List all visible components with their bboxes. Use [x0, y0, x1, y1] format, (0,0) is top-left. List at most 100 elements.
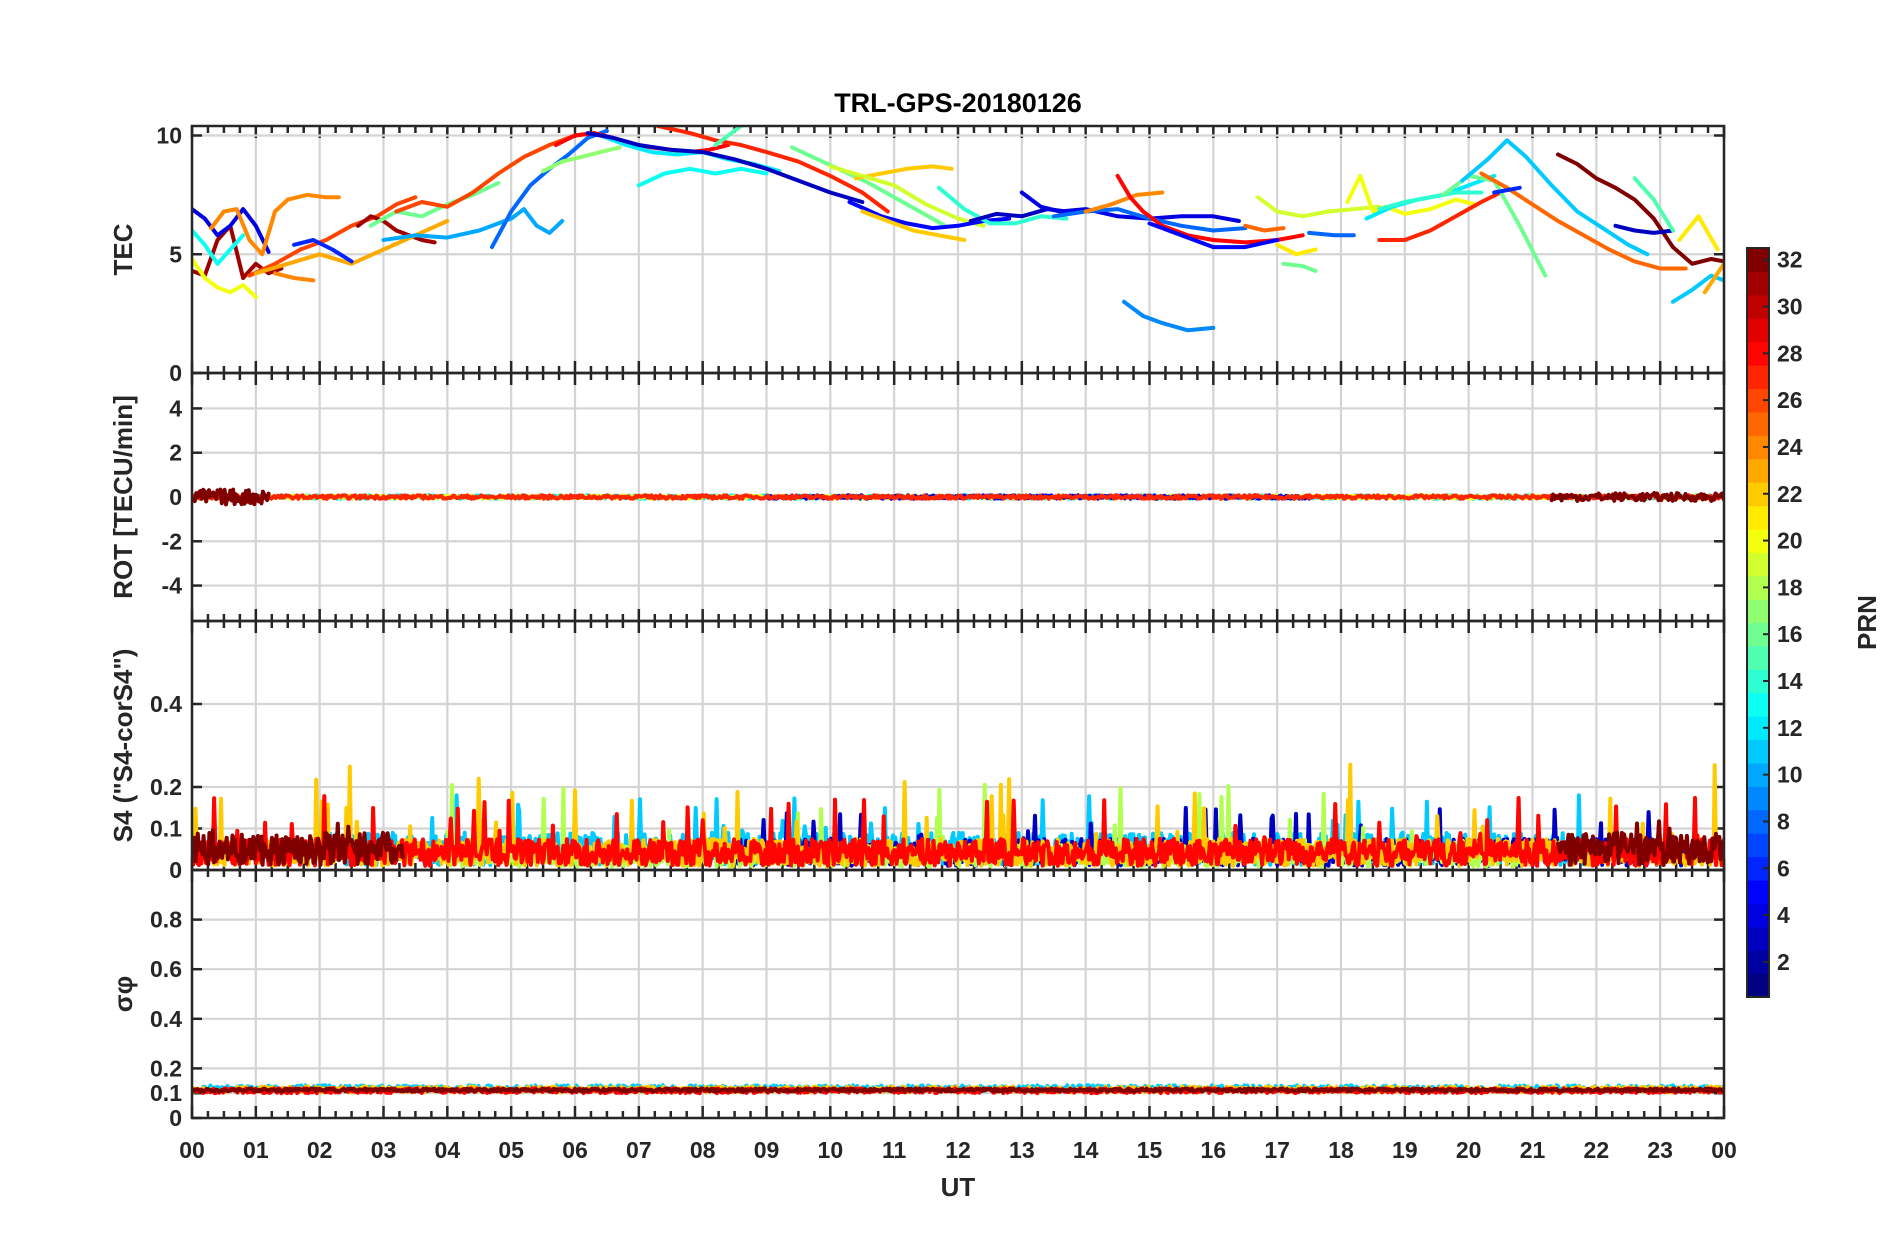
colorbar-swatch: [1747, 973, 1769, 998]
x-tick-label: 16: [1201, 1137, 1227, 1163]
y-tick-label: 0.2: [150, 774, 182, 800]
colorbar-tick-label: 30: [1777, 294, 1803, 320]
tec-series-prn-5: [1147, 221, 1280, 250]
tec-series-prn-13: [636, 166, 769, 188]
y-tick-label: 5: [169, 241, 182, 267]
chart-title: TRL-GPS-20180126: [834, 88, 1082, 118]
y-tick-label: 0: [169, 484, 182, 510]
tec-series-prn-19: [828, 164, 986, 228]
y-tick-label: 0: [169, 1105, 182, 1131]
y-tick-label: 0: [169, 857, 182, 883]
tec-series-prn-22: [860, 209, 967, 242]
colorbar-tick-label: 24: [1777, 434, 1803, 460]
tec-series-prn-14: [936, 185, 1069, 226]
tec-series-prn-17: [541, 145, 622, 174]
colorbar-label: PRN: [1852, 595, 1882, 650]
x-tick-label: 06: [562, 1137, 588, 1163]
tec-series-prn-20: [1345, 173, 1477, 216]
y-tick-label: 0.4: [150, 691, 182, 717]
panel-s4: 0 0.1 0.2 0.4 S4 ("S4-corS4"): [108, 619, 1726, 883]
colorbar-swatch: [1747, 411, 1769, 436]
tec-series-prn-27: [1377, 190, 1503, 242]
colorbar-swatch: [1747, 294, 1769, 319]
colorbar-tick-label: 2: [1777, 949, 1790, 975]
x-tick-label: 15: [1137, 1137, 1163, 1163]
x-tick-label: 11: [882, 1137, 907, 1163]
colorbar-swatch: [1747, 645, 1769, 670]
colorbar-swatch: [1747, 575, 1769, 600]
x-tick-label: 08: [690, 1137, 716, 1163]
x-tick-label: 02: [307, 1137, 333, 1163]
colorbar-tick-label: 32: [1777, 247, 1803, 273]
colorbar-swatch: [1747, 669, 1769, 694]
y-tick-label: 0.4: [150, 1006, 182, 1032]
colorbar-swatch: [1747, 271, 1769, 296]
colorbar-swatch: [1747, 926, 1769, 951]
tec-series-prn-24: [209, 192, 341, 257]
colorbar-tick-label: 10: [1777, 762, 1803, 788]
rot-series-group: [192, 487, 1724, 507]
y-tick-label: 0.6: [150, 956, 182, 982]
tec-series-prn-9: [1122, 299, 1216, 333]
x-tick-label: 22: [1584, 1137, 1610, 1163]
tec-series-prn-23: [253, 219, 450, 276]
tec-series-prn-27: [656, 126, 890, 214]
x-tick-label: 09: [754, 1137, 780, 1163]
tec-series-prn-15: [1632, 176, 1675, 233]
colorbar-swatch: [1747, 622, 1769, 647]
panel-rot: -4 -2 0 2 4 ROT [TECU/min]: [108, 371, 1726, 623]
rot-series-prn-32: [1549, 491, 1724, 503]
tec-series-prn-15: [713, 126, 747, 147]
colorbar-swatch: [1747, 692, 1769, 717]
tec-series-prn-6: [292, 238, 354, 264]
colorbar-swatch: [1747, 248, 1769, 273]
tec-series-prn-4: [1019, 190, 1241, 223]
tec-series-prn-10: [381, 207, 565, 242]
colorbar-swatch: [1747, 365, 1769, 390]
colorbar-swatch: [1747, 318, 1769, 343]
tec-series-prn-16: [790, 145, 948, 228]
y-tick-label: -2: [162, 528, 182, 554]
panel-sigma: 00.10.2 0.4 0.6 0.8 σφ: [108, 868, 1726, 1131]
tec-series-prn-16: [1281, 261, 1318, 273]
tec-series-prn-8: [1307, 230, 1356, 238]
tec-series-prn-26: [247, 195, 418, 278]
colorbar-tick-label: 26: [1777, 387, 1803, 413]
colorbar-tick-label: 4: [1777, 902, 1790, 928]
tec-series-prn-24: [273, 271, 316, 283]
sigma-series-prn-32: [192, 1086, 1724, 1094]
sigma-y-axis-label: σφ: [108, 976, 138, 1012]
x-tick-label: 01: [243, 1137, 269, 1163]
tec-series-prn-23: [1702, 261, 1724, 295]
tec-y-axis-label: TEC: [108, 223, 138, 275]
colorbar-swatch: [1747, 903, 1769, 928]
panel-tec: 0 5 10 TEC: [108, 123, 1726, 386]
x-axis-label: UT: [941, 1172, 976, 1202]
y-tick-label: 0: [169, 360, 182, 386]
colorbar-tick-label: 14: [1777, 668, 1803, 694]
rot-series-prn-27: [192, 493, 1724, 501]
colorbar-tick-label: 12: [1777, 715, 1803, 741]
y-tick-label: 0.2: [150, 1055, 182, 1081]
s4-series-prn-32: [1556, 819, 1724, 867]
tec-series-prn-11: [1460, 138, 1650, 257]
s4-series-prn-32: [192, 821, 405, 867]
tec-series-prn-8: [490, 128, 609, 250]
tec-series-prn-26: [394, 131, 597, 214]
colorbar-swatch: [1747, 528, 1769, 553]
colorbar-swatch: [1747, 482, 1769, 507]
x-tick-label: 14: [1073, 1137, 1099, 1163]
x-tick-label: 12: [945, 1137, 971, 1163]
tec-series-prn-4: [192, 207, 271, 254]
tec-series-prn-14: [1377, 190, 1484, 212]
y-tick-label: 0.1: [150, 816, 182, 842]
x-tick-labels: 00 01 02 03 04 05 06 07 08 09 10 11 12 13 14 15 16 17 18 19…: [179, 1137, 1737, 1163]
tec-series-prn-32: [1556, 152, 1724, 266]
colorbar-swatch: [1747, 599, 1769, 624]
tec-series-prn-25: [1243, 223, 1286, 233]
colorbar-swatch: [1747, 552, 1769, 577]
tec-series-prn-19: [1256, 195, 1382, 219]
s4-series-prn-28: [192, 794, 1724, 868]
tec-series-prn-31: [356, 214, 437, 245]
x-tick-label: 05: [498, 1137, 524, 1163]
